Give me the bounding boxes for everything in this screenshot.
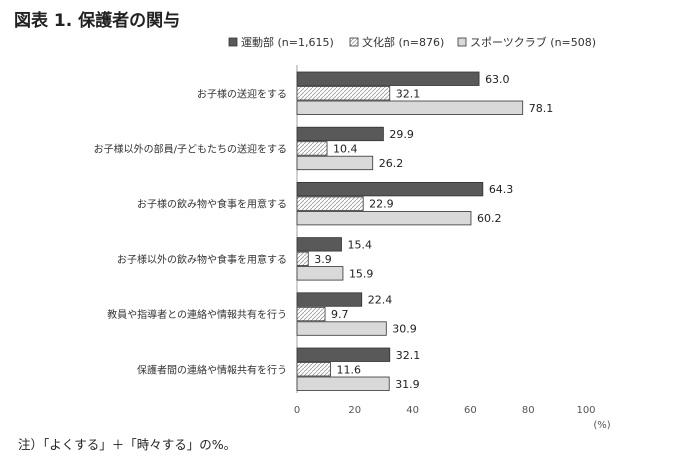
legend-swatch-1 [228, 37, 238, 47]
data-label-s3-c5: 30.9 [392, 323, 417, 336]
bar-s3-c6 [296, 376, 390, 391]
x-tick-label-100: 100 [576, 405, 595, 416]
bar-s1-c1 [296, 71, 480, 86]
data-label-s3-c3: 60.2 [477, 212, 502, 225]
data-label-s3-c6: 31.9 [395, 378, 420, 391]
data-label-s2-c6: 11.6 [337, 363, 362, 376]
x-tick-label-40: 40 [406, 405, 419, 416]
bar-s3-c5 [296, 321, 387, 336]
data-label-s1-c3: 64.3 [489, 183, 514, 196]
data-label-s3-c2: 26.2 [379, 157, 404, 170]
x-tick-label-60: 60 [464, 405, 477, 416]
legend-swatch-2 [349, 37, 359, 47]
bar-s2-c6 [296, 362, 331, 377]
category-label-5: 教員や指導者との連絡や情報共有を行う [107, 308, 287, 321]
footnote: 注）「よくする」＋「時々する」の%。 [18, 437, 237, 452]
chart-title: 図表 1. 保護者の関与 [14, 11, 181, 31]
bar-s1-c2 [296, 126, 384, 142]
chart-legend: 運動部 (n=1,615) 文化部 (n=876) スポーツクラブ (n=508) [228, 35, 596, 49]
data-label-s1-c5: 22.4 [368, 294, 393, 307]
data-label-s3-c4: 15.9 [349, 267, 374, 280]
category-label-2: お子様以外の部員/子どもたちの送迎をする [94, 142, 287, 155]
data-label-s2-c5: 9.7 [331, 308, 349, 321]
bar-s3-c2 [296, 155, 374, 171]
bar-s2-c1 [296, 86, 391, 101]
bar-s1-c3 [296, 181, 484, 197]
data-label-s2-c2: 10.4 [333, 142, 358, 155]
x-tick-label-20: 20 [348, 405, 361, 416]
legend-label-2: 文化部 (n=876) [362, 35, 444, 49]
data-label-s3-c1: 78.1 [529, 102, 554, 115]
x-axis: 0 20 40 60 80 100 (%) [294, 65, 611, 431]
bar-s2-c3 [296, 196, 364, 211]
bar-s2-c4 [296, 251, 309, 267]
x-unit-label: (%) [593, 420, 610, 431]
bar-s3-c3 [296, 210, 472, 226]
bar-s2-c2 [296, 141, 328, 156]
legend-label-1: 運動部 (n=1,615) [241, 35, 334, 49]
category-label-3: お子様の飲み物や食事を用意する [137, 198, 287, 211]
data-label-s1-c4: 15.4 [348, 238, 373, 251]
bar-s3-c1 [296, 100, 524, 115]
category-label-1: お子様の送迎をする [197, 87, 287, 100]
bars: お子様の送迎をする 63.0 32.1 78.1 お子様以外の部員/子どもたちの送迎をす… [94, 71, 554, 391]
data-label-s1-c6: 32.1 [396, 349, 421, 362]
legend-swatch-3 [457, 37, 467, 47]
category-label-6: 保護者間の連絡や情報共有を行う [137, 363, 287, 376]
bar-s2-c5 [296, 306, 326, 322]
bar-s3-c4 [296, 266, 344, 281]
legend-label-3: スポーツクラブ (n=508) [470, 35, 596, 49]
x-tick-label-80: 80 [522, 405, 535, 416]
bar-s1-c5 [296, 292, 363, 307]
data-label-s2-c1: 32.1 [396, 87, 421, 100]
data-label-s2-c4: 3.9 [314, 253, 332, 266]
data-label-s1-c1: 63.0 [485, 73, 510, 86]
data-label-s2-c3: 22.9 [369, 198, 394, 211]
bar-s1-c4 [296, 237, 342, 252]
data-label-s1-c2: 29.9 [389, 128, 414, 141]
x-tick-label-0: 0 [294, 405, 300, 416]
category-label-4: お子様以外の飲み物や食事を用意する [117, 253, 287, 266]
bar-s1-c6 [296, 347, 391, 362]
